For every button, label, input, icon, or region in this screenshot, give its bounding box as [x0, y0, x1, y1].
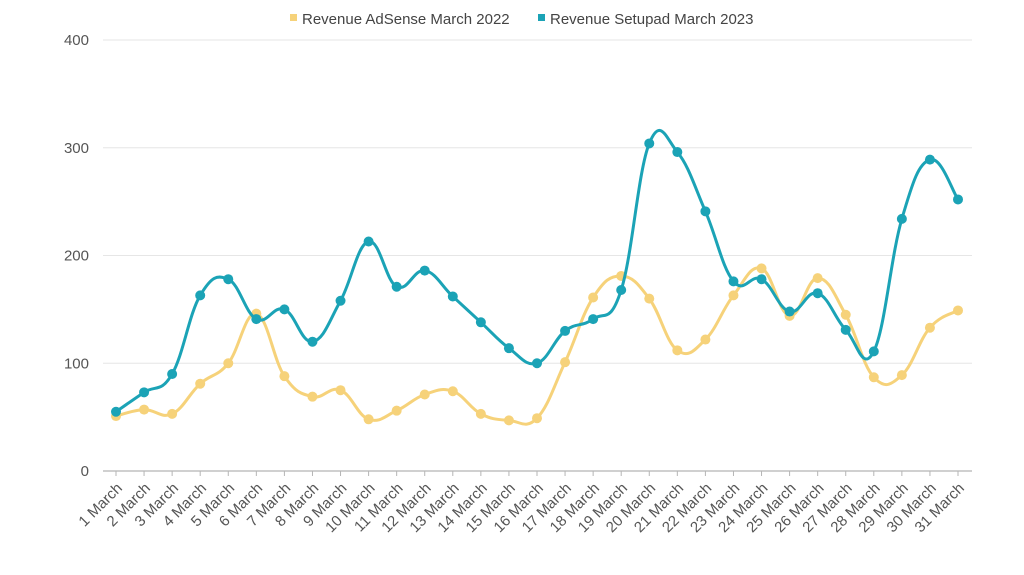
legend: Revenue AdSense March 2022 Revenue Setupa…	[290, 11, 753, 28]
series-0	[111, 263, 963, 426]
data-point	[840, 324, 851, 335]
data-point	[672, 147, 683, 158]
legend-swatch	[290, 14, 297, 21]
data-point	[644, 293, 655, 304]
data-point	[953, 305, 963, 316]
data-point	[840, 309, 851, 320]
series-1	[111, 128, 963, 417]
data-point	[896, 370, 907, 381]
data-point	[139, 404, 150, 415]
data-point	[532, 413, 542, 424]
data-point	[251, 314, 262, 325]
data-point	[672, 345, 683, 356]
data-point	[447, 291, 458, 302]
data-point	[896, 213, 907, 224]
legend-label: Revenue Setupad March 2023	[550, 11, 753, 28]
data-point	[335, 295, 346, 306]
data-point	[307, 391, 318, 402]
data-point	[756, 274, 767, 285]
data-point	[868, 372, 879, 383]
y-tick-label: 0	[81, 463, 89, 480]
data-point	[953, 194, 963, 205]
data-point	[756, 263, 767, 274]
data-point	[475, 317, 486, 328]
legend-label: Revenue AdSense March 2022	[302, 11, 510, 28]
data-point	[588, 314, 599, 325]
data-point	[812, 273, 823, 284]
data-point	[195, 290, 206, 301]
data-point	[223, 358, 234, 369]
data-point	[223, 274, 234, 285]
data-point	[728, 276, 739, 287]
grid-lines	[103, 39, 972, 472]
series-group	[111, 128, 963, 426]
data-point	[447, 386, 458, 397]
data-point	[503, 343, 514, 354]
data-point	[700, 334, 711, 345]
data-point	[363, 414, 374, 425]
data-point	[167, 369, 178, 380]
y-tick-label: 100	[64, 355, 89, 372]
data-point	[560, 357, 571, 368]
data-point	[279, 371, 290, 382]
data-point	[419, 389, 430, 400]
data-point	[167, 408, 178, 419]
data-point	[139, 387, 150, 398]
data-point	[532, 358, 542, 369]
data-point	[391, 281, 402, 292]
data-point	[588, 292, 599, 303]
data-point	[616, 284, 627, 295]
series-line	[114, 128, 960, 414]
legend-swatch	[538, 14, 545, 21]
data-point	[644, 138, 655, 149]
data-point	[391, 405, 402, 416]
data-point	[812, 288, 823, 299]
data-point	[924, 154, 935, 165]
data-point	[924, 322, 935, 333]
data-point	[279, 304, 290, 315]
data-point	[335, 385, 346, 396]
data-point	[419, 265, 430, 276]
data-point	[363, 236, 374, 247]
y-tick-label: 400	[64, 32, 89, 49]
data-point	[503, 415, 514, 426]
data-point	[700, 206, 711, 217]
y-tick-label: 300	[64, 140, 89, 157]
data-point	[195, 378, 206, 389]
data-point	[728, 290, 739, 301]
series-line	[114, 266, 960, 426]
data-point	[111, 406, 121, 417]
data-point	[560, 325, 571, 336]
data-point	[784, 306, 795, 317]
data-point	[307, 336, 318, 347]
data-point	[475, 408, 486, 419]
y-tick-label: 200	[64, 248, 89, 265]
data-point	[868, 346, 879, 357]
